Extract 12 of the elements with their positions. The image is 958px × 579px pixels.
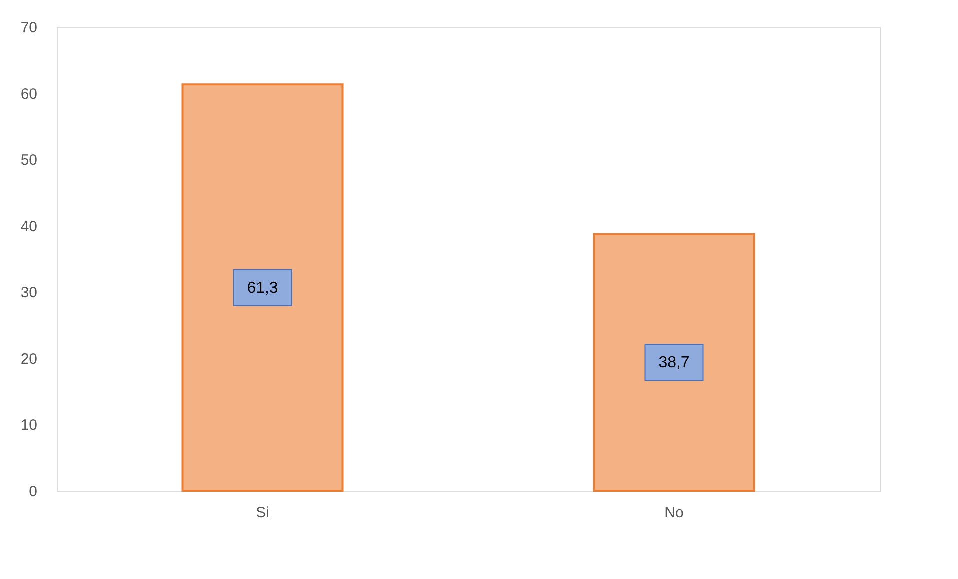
x-tick-label: No xyxy=(664,504,684,522)
text: 61,3 xyxy=(247,280,278,297)
y-tick-label: 40 xyxy=(20,218,38,236)
y-tick-label: 20 xyxy=(20,350,38,368)
y-tick-label: 10 xyxy=(20,417,38,434)
x-tick-label: Si xyxy=(256,504,270,522)
y-tick-label: 50 xyxy=(20,152,38,170)
y-tick-label: 70 xyxy=(20,20,38,36)
text: 38,7 xyxy=(658,354,690,372)
y-tick-label: 30 xyxy=(20,284,38,302)
y-tick-label: 0 xyxy=(29,484,38,500)
y-tick-label: 60 xyxy=(20,86,38,103)
